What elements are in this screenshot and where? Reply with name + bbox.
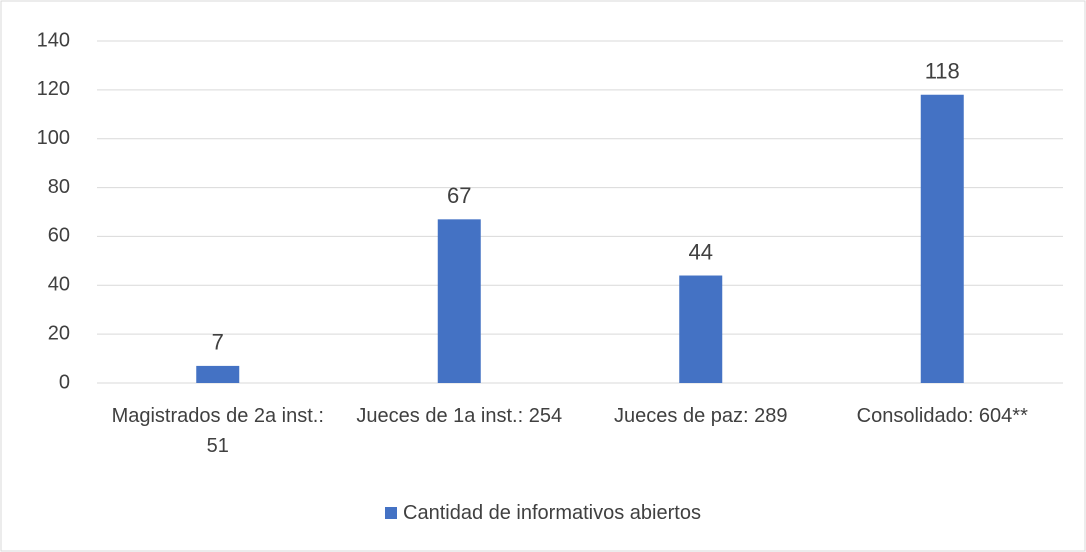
x-tick-label: Magistrados de 2a inst.: 51 [111,405,324,457]
y-tick-label: 20 [48,322,70,344]
x-tick-label: Consolidado: 604** [856,405,1028,427]
bar [437,219,481,383]
y-tick-label: 140 [37,29,70,51]
y-tick-label: 0 [59,371,70,393]
x-tick-label: Jueces de paz: 289 [614,405,788,427]
data-label: 118 [925,59,960,84]
y-tick-label: 100 [37,127,70,149]
legend-swatch [385,507,398,519]
data-label: 44 [689,239,713,264]
bar [920,94,964,383]
bar [196,365,240,383]
legend-label: Cantidad de informativos abiertos [403,502,701,524]
y-tick-label: 60 [48,225,70,247]
bar [679,275,723,383]
legend: Cantidad de informativos abiertos [0,502,1086,525]
y-tick-label: 120 [37,78,70,100]
data-label: 7 [212,330,224,355]
y-tick-label: 40 [48,274,70,296]
y-tick-label: 80 [48,176,70,198]
data-label: 67 [447,183,471,208]
x-tick-label: Jueces de 1a inst.: 254 [356,405,563,427]
